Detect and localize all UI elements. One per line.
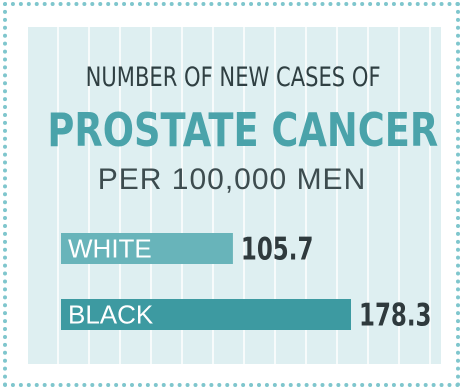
title-line-3: PER 100,000 MEN [97,163,367,196]
value-label-white: 105.7 [241,232,314,268]
bar-label-black: BLACK [68,300,154,330]
title-line-2: PROSTATE CANCER [47,103,439,157]
bar-white [61,233,233,264]
bar-label-white: WHITE [68,234,152,264]
dotted-border [3,2,460,387]
value-label-black: 178.3 [359,298,432,334]
title-line-1: NUMBER OF NEW CASES OF [85,62,381,93]
bar-black [61,299,351,330]
